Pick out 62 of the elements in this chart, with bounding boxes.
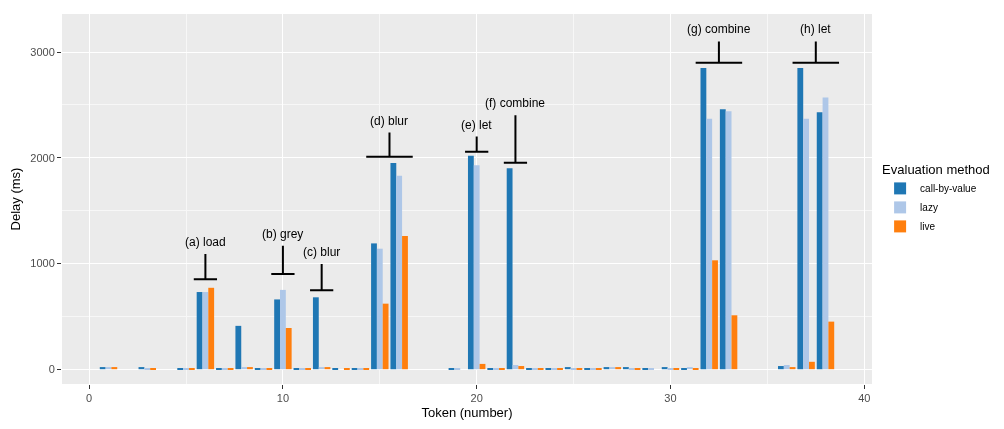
- bar: [312, 297, 319, 370]
- bar: [725, 111, 732, 370]
- bar: [609, 367, 616, 370]
- bar: [208, 287, 215, 370]
- bar: [706, 118, 713, 370]
- y-axis-title: Delay (ms): [8, 167, 24, 231]
- bar: [518, 366, 525, 370]
- annotation: (c) blur: [303, 245, 341, 259]
- annotation: (e) let: [461, 118, 493, 132]
- bar: [712, 260, 718, 370]
- bar: [247, 367, 253, 370]
- bar: [803, 118, 810, 370]
- x-tick-label: 40: [858, 392, 871, 405]
- bar: [285, 327, 292, 370]
- annotation: (a) load: [185, 235, 226, 249]
- bar: [467, 155, 474, 370]
- bar: [473, 165, 480, 370]
- annotation: (g) combine: [687, 22, 751, 36]
- y-tick-label: 1000: [30, 257, 55, 270]
- bar: [564, 367, 571, 370]
- annotation: (h) let: [800, 22, 832, 36]
- bar: [686, 367, 693, 370]
- bar: [661, 367, 668, 370]
- bar: [390, 163, 397, 370]
- bar: [396, 175, 403, 370]
- bar: [241, 367, 248, 370]
- bar: [111, 367, 118, 370]
- annotation: (d) blur: [370, 114, 409, 128]
- x-tick-label: 20: [470, 392, 483, 405]
- bar: [202, 292, 209, 370]
- bar: [719, 109, 726, 370]
- x-axis-title: Token (number): [421, 404, 513, 420]
- x-tick-label: 30: [664, 392, 677, 405]
- bar: [809, 361, 815, 370]
- bar: [783, 364, 790, 370]
- bar: [828, 321, 835, 370]
- x-tick-label: 0: [86, 392, 93, 405]
- bar: [778, 366, 784, 370]
- y-tick-label: 2000: [30, 151, 55, 164]
- bar: [402, 236, 408, 370]
- bar: [382, 303, 389, 370]
- y-tick-label: 0: [48, 363, 55, 376]
- legend-title: Evaluation method: [882, 161, 990, 177]
- y-tick-label: 3000: [30, 45, 55, 58]
- bar: [797, 67, 804, 370]
- x-tick-label: 10: [276, 392, 290, 405]
- bar: [376, 248, 383, 370]
- bar: [235, 325, 242, 370]
- legend-label: live: [920, 221, 936, 233]
- annotation: (b) grey: [262, 227, 304, 241]
- bar: [318, 367, 325, 370]
- bar: [371, 243, 377, 370]
- bar: [280, 289, 286, 370]
- bar: [615, 367, 622, 370]
- legend-label: lazy: [920, 202, 938, 214]
- annotation: (f) combine: [485, 96, 546, 110]
- legend-label: call-by-value: [920, 183, 977, 195]
- bar: [506, 168, 513, 370]
- bar: [622, 367, 629, 370]
- bar: [274, 299, 280, 370]
- bar: [816, 112, 823, 370]
- bar: [99, 367, 106, 370]
